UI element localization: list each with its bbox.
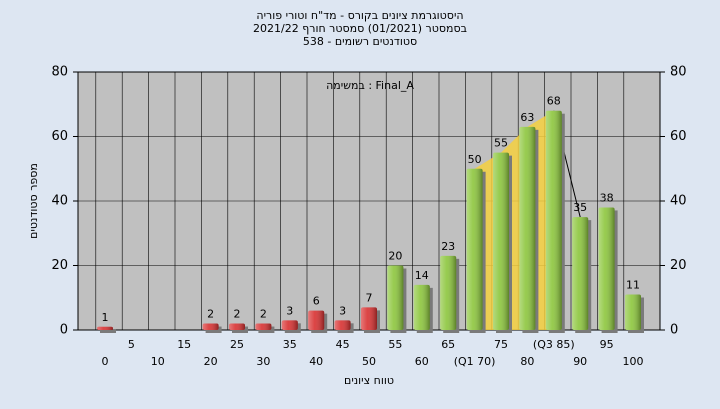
value-label: 38 bbox=[600, 191, 614, 204]
x-tick-label: 40 bbox=[309, 355, 323, 368]
value-label: 20 bbox=[388, 250, 402, 263]
value-label: 2 bbox=[207, 308, 214, 321]
bar-shade bbox=[519, 126, 536, 330]
y-tick-label: 60 bbox=[51, 129, 68, 144]
x-tick-label: 15 bbox=[177, 338, 191, 351]
x-tick-label: 35 bbox=[283, 338, 297, 351]
y-tick-label: 80 bbox=[51, 65, 68, 80]
bar-shade bbox=[598, 207, 615, 330]
x-tick-label: 30 bbox=[256, 355, 270, 368]
y2-tick-label: 20 bbox=[670, 258, 687, 273]
x-tick-label: 80 bbox=[520, 355, 534, 368]
x-tick-label: 75 bbox=[494, 338, 508, 351]
value-label: 23 bbox=[441, 240, 455, 253]
value-label: 55 bbox=[494, 137, 508, 150]
bar-shade bbox=[440, 255, 457, 330]
x-tick-label: 55 bbox=[388, 338, 402, 351]
bar-shade bbox=[413, 284, 430, 330]
chart-title: סטודנטים רשומים - 538 bbox=[303, 35, 417, 48]
x-tick-label: 100 bbox=[623, 355, 644, 368]
value-label: 11 bbox=[626, 279, 640, 292]
x-tick-label: 95 bbox=[600, 338, 614, 351]
value-label: 3 bbox=[286, 304, 293, 317]
bar-shade bbox=[97, 326, 113, 330]
bar-shadow bbox=[100, 329, 116, 333]
y-tick-label: 20 bbox=[51, 258, 68, 273]
y-tick-label: 40 bbox=[51, 194, 68, 209]
bar-shade bbox=[572, 217, 589, 330]
bar-shade bbox=[625, 294, 641, 330]
value-label: 14 bbox=[415, 269, 429, 282]
y2-tick-label: 40 bbox=[670, 194, 687, 209]
bar-shade bbox=[229, 323, 245, 330]
y-axis-label: מספר סטודנטים bbox=[27, 163, 40, 239]
x-tick-label: 5 bbox=[128, 338, 135, 351]
x-tick-label: 10 bbox=[151, 355, 165, 368]
x-tick-label: 90 bbox=[573, 355, 587, 368]
x-axis-label: טווח ציונים bbox=[344, 374, 394, 387]
annotation: במשימה : Final_A bbox=[326, 79, 414, 92]
bar-shade bbox=[361, 307, 377, 330]
y-tick-label: 0 bbox=[60, 323, 68, 338]
x-tick-label: 50 bbox=[362, 355, 376, 368]
x-tick-label: 45 bbox=[336, 338, 350, 351]
bar-shade bbox=[387, 265, 404, 330]
value-label: 50 bbox=[468, 153, 482, 166]
bar-shade bbox=[255, 323, 272, 330]
bar-shade bbox=[466, 168, 483, 330]
x-tick-label: 65 bbox=[441, 338, 455, 351]
value-label: 63 bbox=[520, 111, 534, 124]
x-tick-label: 20 bbox=[204, 355, 218, 368]
value-label: 68 bbox=[547, 95, 561, 108]
bar-shade bbox=[202, 323, 219, 330]
bar-shade bbox=[334, 320, 351, 330]
value-label: 35 bbox=[573, 201, 587, 214]
chart-title: היסטוגרמת ציונים בקורס - מד"ח וטורי פורי… bbox=[256, 9, 463, 22]
y2-tick-label: 0 bbox=[670, 323, 678, 338]
chart-title: בסמסטר (01/2021) סמסטר חורף 2021/22 bbox=[253, 22, 467, 35]
y2-tick-label: 60 bbox=[670, 129, 687, 144]
value-label: 2 bbox=[260, 308, 267, 321]
x-tick-label: (Q3 85) bbox=[533, 338, 575, 351]
x-tick-label: 60 bbox=[415, 355, 429, 368]
x-tick-label: (Q1 70) bbox=[454, 355, 496, 368]
value-label: 1 bbox=[102, 311, 109, 324]
bar-shade bbox=[493, 152, 509, 330]
value-label: 6 bbox=[313, 295, 320, 308]
bar-shade bbox=[308, 310, 325, 330]
value-label: 2 bbox=[234, 308, 241, 321]
bar-shade bbox=[545, 110, 562, 330]
x-tick-label: 0 bbox=[102, 355, 109, 368]
x-tick-label: 25 bbox=[230, 338, 244, 351]
y2-tick-label: 80 bbox=[670, 65, 687, 80]
value-label: 7 bbox=[366, 291, 373, 304]
value-label: 3 bbox=[339, 304, 346, 317]
bar-shade bbox=[281, 320, 298, 330]
